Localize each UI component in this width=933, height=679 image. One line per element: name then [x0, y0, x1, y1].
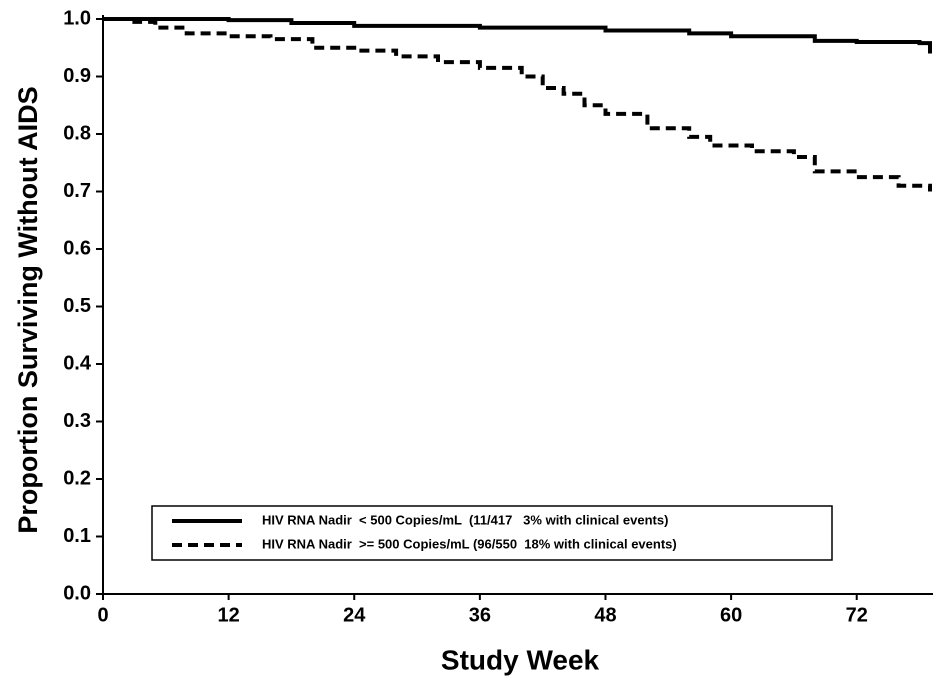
- legend-box: [151, 505, 833, 561]
- y-tick-label: 0.7: [63, 180, 91, 202]
- x-tick-label: 72: [846, 604, 868, 626]
- y-tick-label: 1.0: [63, 7, 91, 29]
- y-tick-label: 0.6: [63, 237, 91, 259]
- x-tick-label: 24: [343, 604, 366, 626]
- legend-label: HIV RNA Nadir >= 500 Copies/mL (96/550 1…: [262, 536, 677, 551]
- x-tick-label: 36: [469, 604, 491, 626]
- y-tick-label: 0.5: [63, 295, 91, 317]
- y-tick-label: 0.1: [63, 525, 91, 547]
- y-tick-label: 0.2: [63, 467, 91, 489]
- survival-line: [103, 17, 932, 54]
- y-tick-label: 0.0: [63, 582, 91, 604]
- y-tick-label: 0.4: [63, 352, 92, 374]
- y-tick-label: 0.9: [63, 65, 91, 87]
- x-tick-label: 48: [594, 604, 616, 626]
- survival-line: [103, 17, 932, 192]
- legend-label: HIV RNA Nadir < 500 Copies/mL (11/417 3%…: [262, 512, 668, 527]
- x-tick-label: 60: [720, 604, 742, 626]
- x-tick-label: 12: [217, 604, 239, 626]
- y-axis-title: Proportion Surviving Without AIDS: [13, 86, 43, 533]
- y-tick-label: 0.8: [63, 122, 91, 144]
- x-axis-title: Study Week: [441, 644, 600, 675]
- y-tick-label: 0.3: [63, 410, 91, 432]
- x-tick-label: 0: [97, 604, 108, 626]
